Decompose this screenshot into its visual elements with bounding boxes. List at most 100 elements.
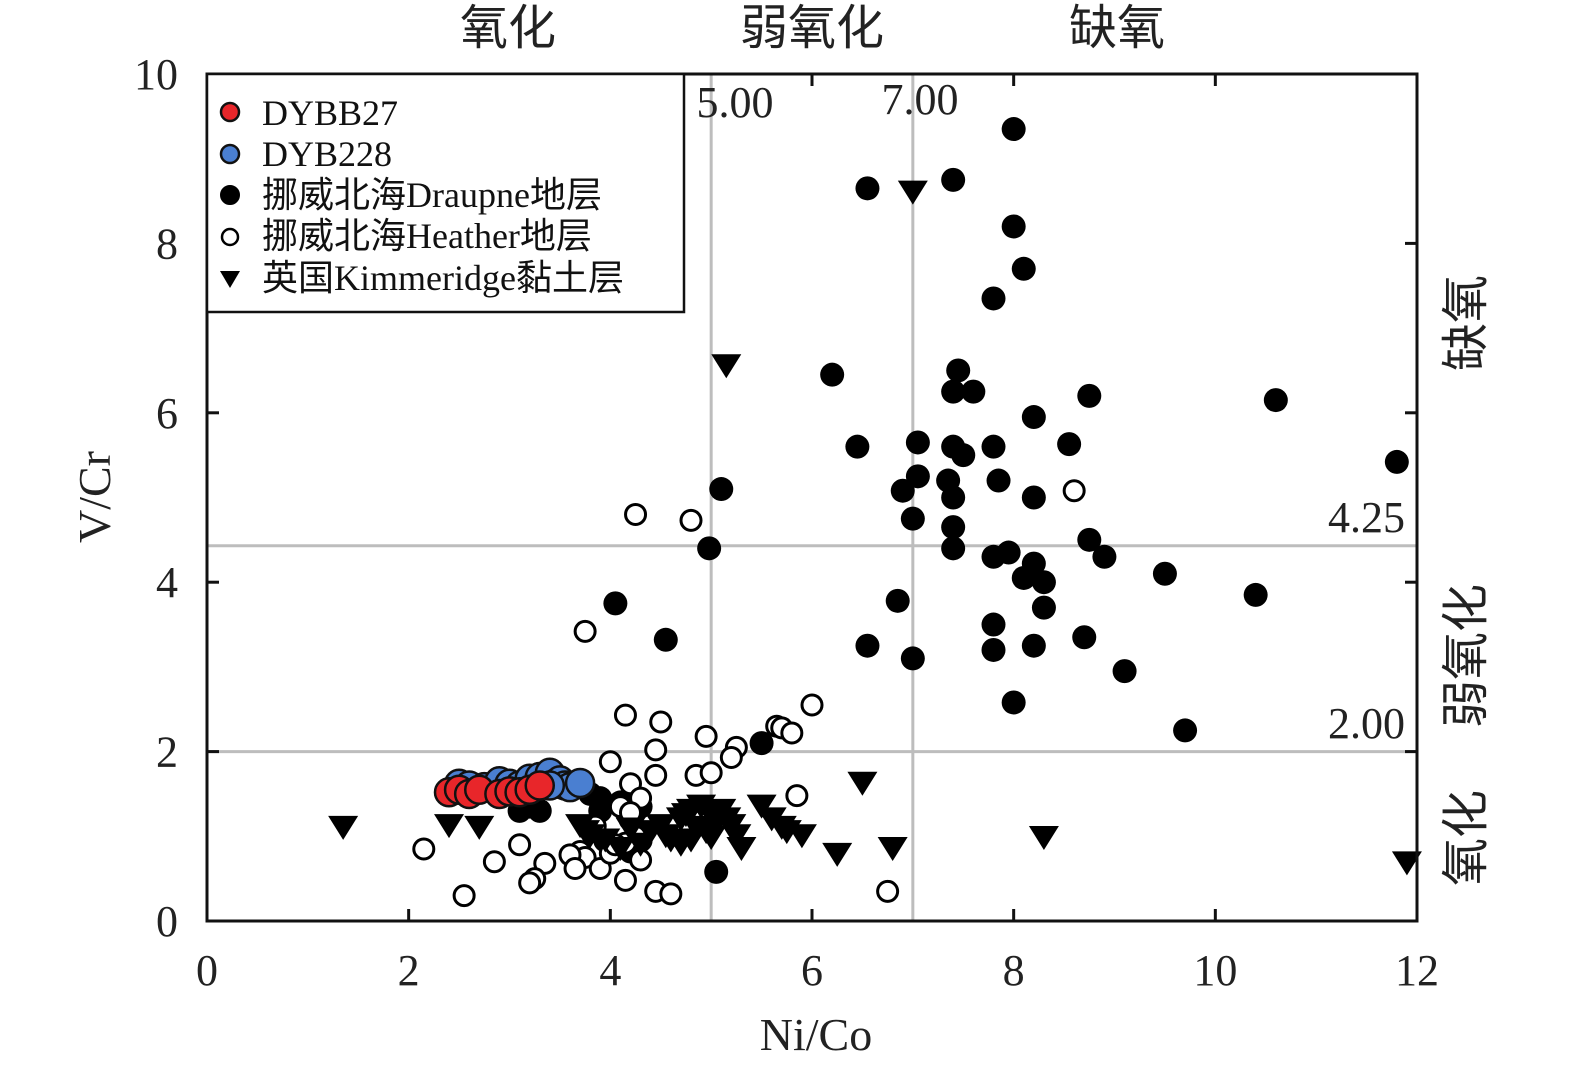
draupne-point — [905, 464, 930, 489]
draupne-point — [1001, 117, 1026, 142]
heather-point — [508, 833, 532, 857]
kimmeridge-point — [696, 825, 727, 850]
heather-point — [876, 879, 900, 903]
dybb27-point — [524, 770, 555, 801]
kimmeridge-point — [464, 815, 495, 840]
draupne-point — [1011, 565, 1036, 590]
legend-item-draupne: 挪威北海Draupne地层 — [220, 175, 602, 215]
draupne-point — [951, 443, 976, 468]
y-axis-title: V/Cr — [69, 451, 120, 543]
draupne-point — [1072, 625, 1097, 650]
draupne-point — [941, 485, 966, 510]
heather-point — [563, 856, 587, 880]
y-tick-label: 10 — [134, 50, 178, 99]
draupne-point — [941, 515, 966, 540]
draupne-point — [946, 358, 971, 383]
legend-label-kimmeridge: 英国Kimmeridge黏土层 — [262, 258, 624, 298]
kimmeridge-point — [897, 180, 928, 205]
heather-point — [573, 619, 597, 643]
draupne-point — [653, 627, 678, 652]
draupne-point — [981, 286, 1006, 311]
top-zone-anoxic: 缺氧 — [1069, 0, 1165, 56]
kimmeridge-point — [847, 771, 878, 796]
x-tick-label: 12 — [1395, 946, 1439, 995]
right-zone-anoxic: 缺氧 — [1438, 275, 1494, 371]
draupne-point — [855, 176, 880, 201]
draupne-point — [900, 646, 925, 671]
draupne-point — [704, 859, 729, 884]
y-tick-label: 8 — [156, 219, 178, 268]
kimmeridge-point — [676, 828, 706, 853]
kimmeridge-point — [590, 828, 621, 853]
kimmeridge-point — [786, 824, 817, 849]
legend-label-dyb228: DYB228 — [262, 134, 392, 174]
kimmeridge-point — [822, 842, 853, 867]
draupne-point — [941, 536, 966, 561]
draupne-point — [749, 731, 774, 756]
draupne-point — [885, 588, 910, 613]
heather-point — [800, 693, 824, 717]
top-zone-oxic: 氧化 — [460, 0, 556, 56]
kimmeridge-point — [605, 837, 636, 862]
legend-item-kimmeridge: 英国Kimmeridge黏土层 — [220, 258, 624, 298]
heather-point — [719, 746, 743, 770]
legend-label-dybb27: DYBB27 — [262, 93, 398, 133]
draupne-point — [1384, 449, 1409, 474]
draupne-point — [981, 637, 1006, 662]
heather-point — [613, 703, 637, 727]
legend: DYBB27 DYB228 挪威北海Draupne地层 挪威北海Heather地… — [205, 72, 686, 314]
heather-point — [412, 837, 436, 861]
kimmeridge-point — [877, 837, 908, 862]
legend-item-dyb228: DYB228 — [219, 134, 392, 174]
draupne-point — [1243, 582, 1268, 607]
heather-point — [649, 710, 673, 734]
y-tick-label: 6 — [156, 389, 178, 438]
threshold-label-5: 5.00 — [697, 78, 774, 127]
top-zone-dysoxic: 弱氧化 — [740, 0, 884, 56]
x-axis-title: Ni/Co — [760, 1009, 872, 1060]
draupne-point — [1021, 633, 1046, 658]
draupne-point — [1092, 544, 1117, 569]
legend-marker-down-triangle — [220, 271, 240, 288]
kimmeridge-point — [328, 815, 359, 840]
heather-point — [679, 508, 703, 532]
legend-marker-red-circle — [219, 101, 241, 123]
data-points — [328, 117, 1422, 908]
draupne-point — [961, 379, 986, 404]
x-tick-label: 6 — [801, 946, 823, 995]
legend-label-draupne: 挪威北海Draupne地层 — [262, 175, 602, 215]
y-tick-label: 4 — [156, 558, 178, 607]
legend-item-heather: 挪威北海Heather地层 — [220, 216, 592, 256]
heather-point — [644, 738, 668, 762]
draupne-point — [981, 612, 1006, 637]
draupne-point — [709, 477, 734, 502]
kimmeridge-point — [711, 354, 742, 379]
draupne-point — [1112, 659, 1137, 684]
x-tick-label: 4 — [599, 946, 621, 995]
draupne-point — [1031, 595, 1056, 620]
right-zone-oxic: 氧化 — [1438, 790, 1494, 886]
draupne-point — [820, 362, 845, 387]
draupne-point — [1077, 527, 1102, 552]
draupne-point — [890, 478, 915, 503]
x-tick-label: 8 — [1003, 946, 1025, 995]
draupne-point — [996, 540, 1021, 565]
legend-marker-open-circle — [220, 227, 240, 247]
heather-point — [780, 721, 804, 745]
heather-point — [624, 502, 648, 526]
draupne-point — [1152, 561, 1177, 586]
legend-box — [205, 72, 686, 314]
threshold-label-2: 2.00 — [1328, 699, 1405, 748]
legend-marker-filled-circle — [220, 185, 240, 205]
draupne-point — [1001, 214, 1026, 239]
kimmeridge-point — [434, 814, 464, 839]
draupne-point — [905, 430, 930, 455]
heather-point — [518, 871, 542, 895]
x-tick-label: 0 — [196, 946, 218, 995]
kimmeridge-point — [726, 837, 757, 862]
draupne-point — [1031, 570, 1056, 595]
threshold-label-7: 7.00 — [882, 75, 959, 124]
heather-point — [613, 868, 637, 892]
draupne-point — [697, 536, 722, 561]
